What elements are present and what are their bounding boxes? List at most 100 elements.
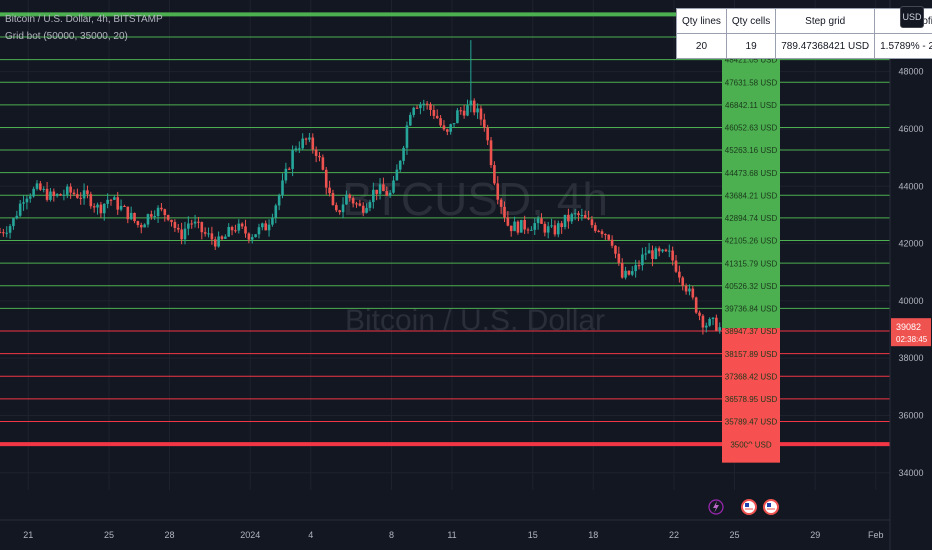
candle-body xyxy=(479,108,483,120)
candle-body xyxy=(237,223,241,231)
candle-body xyxy=(560,223,563,228)
value-qty-cells: 19 xyxy=(725,33,777,59)
candle-body xyxy=(116,197,120,210)
candle-body xyxy=(513,221,516,232)
candle-body xyxy=(664,249,668,252)
candle-body xyxy=(509,225,513,232)
candle-body xyxy=(99,204,103,214)
price-tick-label: 40000 xyxy=(898,296,923,306)
grid-label: 40526.32 USD xyxy=(725,282,778,291)
candle-body xyxy=(240,223,244,227)
grid-label-box xyxy=(722,124,780,148)
candle-body xyxy=(136,221,140,225)
candle-body xyxy=(503,206,506,218)
candle-body xyxy=(550,225,553,227)
time-tick-label: 11 xyxy=(447,530,456,540)
candle-body xyxy=(338,210,341,213)
grid-label-box xyxy=(722,282,780,306)
time-tick-label: 2024 xyxy=(240,530,260,540)
grid-label-box xyxy=(722,237,780,261)
candle-body xyxy=(651,250,654,259)
candle-body xyxy=(224,236,227,239)
candle-body xyxy=(556,223,560,235)
candle-body xyxy=(72,192,76,195)
candle-body xyxy=(402,147,405,161)
currency-button[interactable]: USD xyxy=(900,6,924,28)
candle-body xyxy=(153,215,157,217)
candle-body xyxy=(398,160,402,170)
candle-body xyxy=(388,192,392,196)
candle-body xyxy=(213,239,217,247)
grid-label-box xyxy=(722,328,780,352)
candle-body xyxy=(318,155,321,158)
grid-label: 44473.68 USD xyxy=(725,169,778,178)
price-tick-label: 48000 xyxy=(898,67,923,77)
candle-body xyxy=(583,215,587,219)
header-qty-lines: Qty lines xyxy=(676,8,727,34)
candle-body xyxy=(119,205,123,210)
grid-label: 36578.95 USD xyxy=(725,395,778,404)
candle-body xyxy=(590,219,594,226)
candle-body xyxy=(439,118,442,126)
grid-label: 37368.42 USD xyxy=(725,372,778,381)
candle-body xyxy=(570,214,574,222)
grid-label-box xyxy=(722,169,780,193)
grid-label: 43684.21 USD xyxy=(725,191,778,200)
countdown-timer: 02:38:45 xyxy=(896,335,928,344)
candle-body xyxy=(587,218,590,220)
candle-body xyxy=(375,189,378,194)
candle-body xyxy=(449,124,452,132)
candle-body xyxy=(553,225,557,235)
candle-body xyxy=(361,205,365,213)
candle-body xyxy=(49,191,52,200)
candle-body xyxy=(123,205,126,207)
candle-body xyxy=(244,226,247,234)
flag-canton xyxy=(767,503,771,507)
candle-body xyxy=(489,140,493,166)
flag-canton xyxy=(745,503,749,507)
price-tick-label: 44000 xyxy=(898,181,923,191)
candle-body xyxy=(92,206,96,208)
candle-body xyxy=(351,198,355,204)
price-tick-label: 34000 xyxy=(898,468,923,478)
chart-title[interactable]: Bitcoin / U.S. Dollar, 4h, BITSTAMP xyxy=(5,14,163,25)
candle-body xyxy=(704,325,708,328)
candle-body xyxy=(432,109,436,116)
table-header-row: Qty lines Qty cells Step grid Profit xyxy=(676,8,932,34)
candle-body xyxy=(415,107,419,109)
candle-body xyxy=(207,233,210,235)
grid-label: 38157.89 USD xyxy=(725,350,778,359)
candle-body xyxy=(287,168,291,170)
grid-info-table: Qty lines Qty cells Step grid Profit 20 … xyxy=(676,8,932,59)
candle-body xyxy=(462,110,466,116)
indicator-title[interactable]: Grid bot (50000, 35000, 20) xyxy=(5,31,128,42)
candle-body xyxy=(18,203,22,216)
candle-body xyxy=(412,107,415,115)
candle-body xyxy=(711,317,715,319)
candle-body xyxy=(156,207,160,216)
candle-body xyxy=(298,148,301,150)
grid-label-box xyxy=(722,192,780,216)
candle-body xyxy=(688,288,691,292)
candle-body xyxy=(180,229,183,240)
candle-body xyxy=(173,222,177,228)
price-tick-label: 46000 xyxy=(898,124,923,134)
candle-body xyxy=(573,213,577,215)
candle-body xyxy=(45,188,49,200)
candle-body xyxy=(378,184,382,194)
candle-body xyxy=(526,229,530,231)
candle-body xyxy=(311,137,315,150)
time-tick-label: 28 xyxy=(164,530,174,540)
candles xyxy=(0,40,722,335)
candle-body xyxy=(536,218,540,224)
candle-body xyxy=(472,100,476,113)
candle-body xyxy=(2,232,5,234)
table-value-row: 20 19 789.47368421 USD 1.5789% - 2.2556% xyxy=(676,33,932,59)
candle-body xyxy=(28,196,32,199)
value-qty-lines: 20 xyxy=(676,33,727,59)
candle-body xyxy=(671,250,674,261)
candle-body xyxy=(8,226,12,233)
candle-body xyxy=(392,180,395,193)
candle-body xyxy=(62,194,66,196)
